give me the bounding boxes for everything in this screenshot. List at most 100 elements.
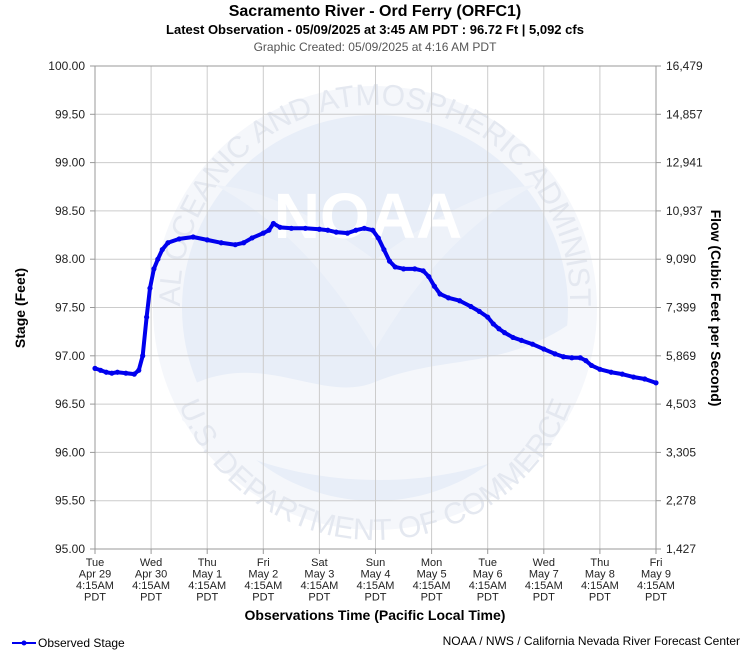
data-point — [642, 376, 648, 382]
data-point — [518, 337, 524, 343]
x-tick-label: PDT — [84, 592, 106, 604]
x-tick-label: May 1 — [192, 569, 222, 581]
x-tick-label: Fri — [257, 557, 270, 569]
x-tick-label: May 3 — [304, 569, 334, 581]
y-tick-label-left: 99.00 — [55, 156, 85, 170]
legend-label: Observed Stage — [38, 636, 125, 650]
legend-marker — [21, 640, 27, 646]
y-tick-label-left: 98.50 — [55, 204, 85, 218]
data-point — [608, 369, 614, 375]
data-point — [445, 295, 452, 301]
y-tick-label-left: 95.00 — [55, 542, 85, 556]
x-tick-label: May 5 — [417, 569, 447, 581]
data-point — [457, 298, 463, 304]
chart-created: Graphic Created: 05/09/2025 at 4:16 AM P… — [254, 40, 497, 54]
data-point — [588, 362, 595, 369]
y-tick-label-right: 4,503 — [666, 397, 696, 411]
y-tick-label-left: 97.50 — [55, 301, 85, 315]
data-point — [325, 227, 331, 233]
data-point — [151, 266, 157, 272]
data-point — [510, 334, 516, 341]
data-point — [131, 371, 137, 377]
data-point — [344, 230, 351, 236]
x-tick-label: PDT — [308, 592, 330, 604]
data-point — [155, 256, 161, 262]
data-point — [490, 321, 496, 327]
x-tick-label: Apr 30 — [135, 569, 167, 581]
y-axis-label-left: Stage (Feet) — [12, 268, 28, 348]
y-tick-label-right: 1,427 — [666, 542, 696, 556]
data-point — [232, 242, 238, 248]
x-tick-label: May 2 — [248, 569, 278, 581]
data-point — [249, 235, 255, 241]
data-point — [552, 351, 558, 357]
data-point — [468, 303, 474, 310]
data-point — [541, 346, 547, 352]
x-tick-label: 4:15AM — [581, 580, 619, 592]
y-tick-label-right: 10,937 — [666, 204, 703, 218]
data-point — [392, 264, 398, 270]
data-point — [560, 354, 567, 360]
x-tick-label: May 4 — [361, 569, 391, 581]
x-tick-label: 4:15AM — [300, 580, 338, 592]
data-point — [103, 369, 109, 375]
watermark-logo-text: NOAA — [274, 180, 462, 252]
y-tick-label-right: 3,305 — [666, 445, 696, 459]
y-tick-label-left: 98.00 — [55, 252, 85, 266]
x-tick-label: PDT — [252, 592, 274, 604]
y-tick-label-right: 16,479 — [666, 59, 703, 73]
y-tick-label-left: 96.00 — [55, 445, 85, 459]
x-tick-label: PDT — [477, 592, 499, 604]
y-tick-label-right: 14,857 — [666, 107, 703, 121]
data-point — [92, 365, 98, 371]
data-point — [114, 369, 121, 375]
data-point — [381, 246, 387, 253]
y-axis-label-right: Flow (Cubic Feet per Second) — [708, 210, 724, 407]
y-tick-label-right: 2,278 — [666, 494, 696, 508]
data-point — [476, 308, 482, 314]
x-tick-label: Apr 29 — [79, 569, 111, 581]
data-point — [333, 229, 339, 235]
data-point — [165, 240, 171, 246]
data-point — [431, 283, 438, 289]
data-point — [123, 370, 129, 376]
chart-subtitle: Latest Observation - 05/09/2025 at 3:45 … — [166, 22, 584, 37]
x-tick-label: Mon — [421, 557, 442, 569]
x-tick-label: Sat — [311, 557, 328, 569]
x-tick-label: May 9 — [641, 569, 671, 581]
y-tick-label-right: 12,941 — [666, 156, 703, 170]
x-tick-label: 4:15AM — [525, 580, 563, 592]
x-tick-label: 4:15AM — [76, 580, 114, 592]
data-point — [400, 266, 407, 272]
x-tick-label: Fri — [650, 557, 663, 569]
data-point — [190, 234, 196, 240]
x-tick-label: PDT — [533, 592, 555, 604]
data-point — [270, 220, 276, 227]
y-tick-label-left: 100.00 — [48, 59, 85, 73]
left-axis-ticks: 100.00 99.50 99.00 98.50 98.00 97.50 97.00 96.5… — [48, 59, 95, 556]
data-point — [241, 240, 247, 246]
data-point — [316, 226, 322, 232]
y-tick-label-left: 95.50 — [55, 494, 85, 508]
data-point — [147, 285, 153, 291]
data-point — [204, 237, 210, 243]
data-point — [136, 367, 142, 373]
data-point — [144, 314, 150, 320]
data-point — [218, 240, 224, 246]
data-point — [98, 367, 104, 373]
x-tick-label: 4:15AM — [132, 580, 170, 592]
x-tick-label: Thu — [590, 557, 609, 569]
data-point — [353, 227, 359, 233]
legend: Observed Stage — [12, 636, 125, 650]
y-tick-label-right: 7,399 — [666, 301, 696, 315]
x-tick-label: PDT — [140, 592, 162, 604]
y-tick-label-left: 96.50 — [55, 397, 85, 411]
x-tick-label: May 7 — [529, 569, 559, 581]
noaa-watermark: NOAA NATIONAL OCEANIC AND ATMOSPHERIC AD… — [0, 0, 597, 547]
data-point — [569, 355, 575, 361]
data-point — [529, 341, 536, 347]
data-point — [109, 370, 115, 376]
data-point — [501, 330, 508, 336]
